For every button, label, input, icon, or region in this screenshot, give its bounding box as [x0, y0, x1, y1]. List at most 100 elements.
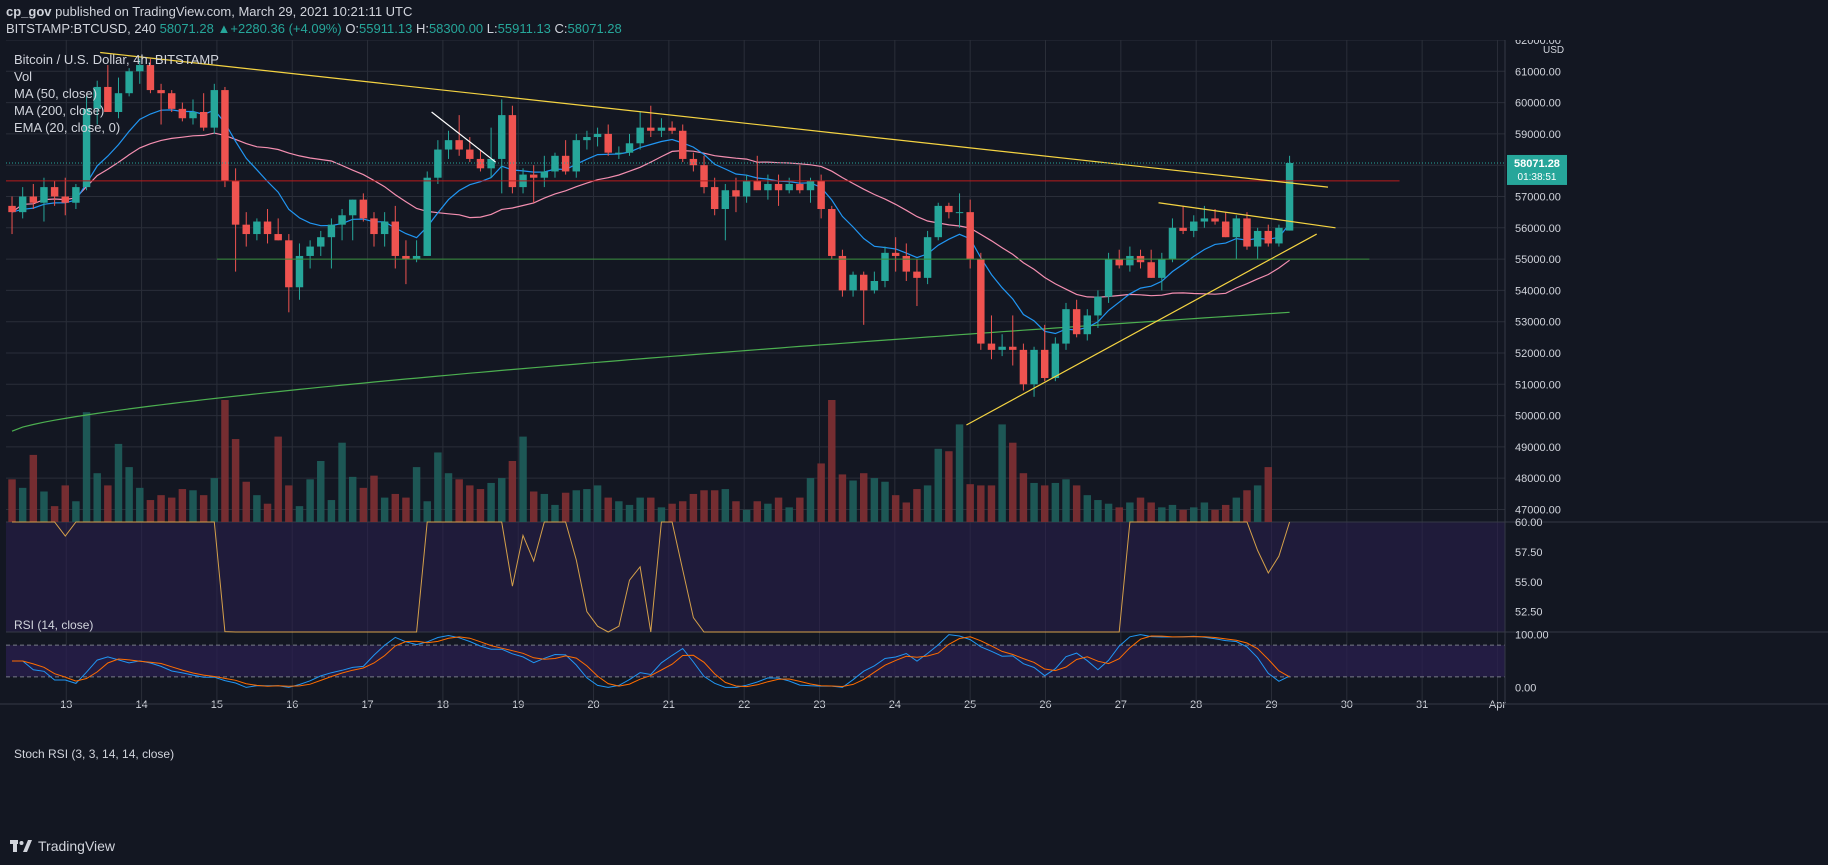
- volume-bar: [274, 436, 282, 522]
- price-change: +2280.36 (+4.09%): [230, 21, 342, 36]
- candle-body: [434, 149, 442, 178]
- candle-body: [29, 196, 38, 203]
- ohlc-readout: BITSTAMP:BTCUSD, 240 58071.28 ▲+2280.36 …: [6, 21, 622, 36]
- volume-bar: [1200, 502, 1209, 522]
- candle-body: [1168, 227, 1177, 260]
- candle-body: [82, 108, 91, 188]
- tradingview-brand[interactable]: TradingView: [10, 838, 115, 854]
- legend-ma200[interactable]: MA (200, close): [14, 103, 105, 118]
- volume-bar: [806, 478, 815, 522]
- candle-body: [764, 183, 772, 191]
- candle-body: [487, 158, 495, 169]
- volume-bar: [679, 501, 687, 522]
- ascending-support-trendline: [966, 233, 1317, 426]
- rsi-tick-label: 52.50: [1515, 607, 1543, 619]
- candle-body: [913, 271, 921, 278]
- volume-bar: [966, 484, 974, 522]
- volume-bar: [1232, 497, 1241, 522]
- volume-bar: [1094, 500, 1102, 522]
- price-tick-label: 52000.00: [1515, 348, 1561, 360]
- volume-bar: [412, 467, 421, 522]
- volume-bar: [29, 454, 38, 522]
- time-tick-label: 25: [964, 699, 976, 711]
- volume-bar: [891, 495, 900, 522]
- stoch-rsi-label[interactable]: Stoch RSI (3, 3, 14, 14, close): [14, 747, 175, 761]
- price-tick-label: 50000.00: [1515, 411, 1561, 423]
- volume-bar: [18, 487, 27, 522]
- candle-body: [955, 212, 964, 214]
- volume-bar: [146, 500, 155, 522]
- candle-body: [1211, 218, 1219, 222]
- candle-body: [306, 246, 314, 256]
- legend-volume[interactable]: Vol: [14, 69, 33, 84]
- stoch-band-fill: [6, 645, 1505, 677]
- volume-bar: [742, 509, 751, 522]
- volume-bar: [1264, 467, 1272, 522]
- price-tick-label: 47000.00: [1515, 504, 1561, 516]
- candle-body: [285, 240, 293, 288]
- volume-bar: [317, 461, 325, 522]
- time-tick-label: 28: [1190, 699, 1202, 711]
- volume-bar: [50, 506, 59, 522]
- volume-bar: [359, 487, 368, 522]
- time-tick-label: 17: [361, 699, 373, 711]
- candle-body: [625, 143, 634, 153]
- candle-body: [945, 205, 953, 213]
- candle-body: [221, 90, 229, 181]
- volume-bar: [625, 504, 634, 522]
- price-tick-label: 57000.00: [1515, 191, 1561, 203]
- time-tick-label: 18: [437, 699, 449, 711]
- legend-ema20[interactable]: EMA (20, close, 0): [14, 120, 121, 135]
- candle-body: [8, 205, 16, 213]
- volume-bar: [955, 424, 964, 522]
- volume-bar: [210, 478, 219, 522]
- volume-bar: [881, 481, 889, 522]
- candle-body: [1083, 315, 1092, 335]
- publisher-name[interactable]: cp_gov: [6, 4, 52, 19]
- volume-bar: [561, 492, 570, 522]
- time-tick-label: 30: [1341, 699, 1353, 711]
- candle-body: [1221, 221, 1230, 238]
- legend-ma50[interactable]: MA (50, close): [14, 86, 98, 101]
- volume-bar: [774, 497, 783, 522]
- candle-body: [604, 133, 612, 153]
- candle-body: [1040, 349, 1049, 379]
- candle-body: [551, 155, 559, 172]
- stoch-d-line: [12, 635, 1290, 688]
- brand-name: TradingView: [38, 838, 116, 854]
- volume-bar: [1221, 504, 1230, 522]
- candle-body: [1104, 259, 1113, 297]
- volume-bar: [1179, 509, 1187, 522]
- change-arrow-icon: ▲: [217, 21, 231, 36]
- candle-body: [391, 221, 400, 256]
- volume-bar: [327, 500, 336, 522]
- time-tick-label: 16: [286, 699, 298, 711]
- volume-bar: [987, 485, 996, 522]
- candle-body: [61, 196, 69, 203]
- volume-bar: [508, 461, 517, 522]
- last-price: 58071.28: [159, 21, 214, 36]
- candle-body: [1072, 309, 1081, 335]
- volume-bar: [1019, 473, 1028, 522]
- candle-body: [1243, 218, 1251, 247]
- rsi-label[interactable]: RSI (14, close): [14, 618, 94, 632]
- published-text: published on TradingView.com, March 29, …: [55, 4, 413, 19]
- time-tick-label: Apr: [1489, 699, 1506, 711]
- time-tick-label: 15: [211, 699, 223, 711]
- volume-bar: [178, 489, 187, 522]
- candle-body: [189, 111, 197, 119]
- candle-body: [817, 180, 825, 210]
- stoch-tick-label: 100.00: [1515, 630, 1549, 642]
- candle-body: [18, 196, 27, 213]
- chart-title: Bitcoin / U.S. Dollar, 4h, BITSTAMP: [14, 52, 219, 67]
- candle-body: [72, 187, 80, 203]
- volume-bar: [902, 502, 911, 522]
- symbol-label: BITSTAMP:BTCUSD, 240: [6, 21, 157, 36]
- countdown-tag-text: 01:38:51: [1518, 172, 1557, 183]
- candle-body: [710, 187, 719, 210]
- candle-body: [700, 165, 708, 188]
- volume-bar: [8, 479, 16, 522]
- candle-body: [540, 171, 549, 178]
- volume-bar: [1104, 503, 1113, 522]
